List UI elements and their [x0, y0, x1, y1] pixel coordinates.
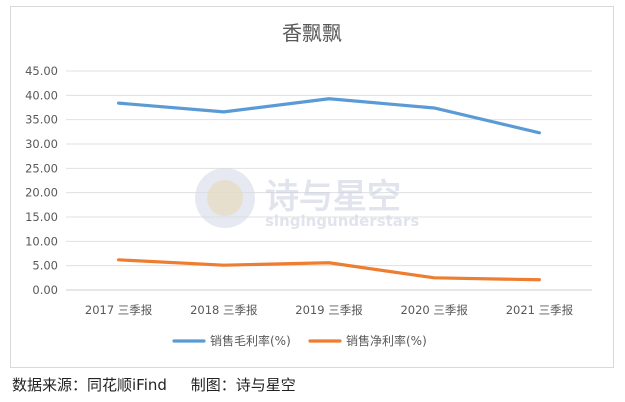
y-tick-label: 5.00 [32, 259, 58, 273]
x-tick-label: 2021 三季报 [506, 303, 574, 317]
series-line-1 [116, 97, 542, 135]
y-tick-label: 0.00 [32, 283, 58, 297]
x-tick-label: 2018 三季报 [190, 303, 258, 317]
watermark-text: 诗与星空 [265, 177, 401, 217]
y-tick-label: 25.00 [25, 161, 58, 175]
chart-title: 香飘飘 [282, 21, 342, 45]
y-tick-label: 40.00 [25, 88, 58, 102]
x-tick-label: 2020 三季报 [400, 303, 468, 317]
chart-frame [10, 6, 614, 368]
x-axis-ticks: 2017 三季报 2018 三季报 2019 三季报 2020 三季报 2021 三季报 [85, 303, 574, 317]
y-tick-label: 20.00 [25, 186, 58, 200]
series-line-2 [116, 258, 542, 282]
y-tick-label: 30.00 [25, 137, 58, 151]
author-note: 制图：诗与星空 [190, 376, 296, 394]
legend-label-1: 销售毛利率(%) [210, 333, 291, 348]
source-note: 数据来源：同花顺iFind [12, 376, 167, 394]
watermark-logo: 诗与星空 singingunderstars [195, 168, 419, 230]
x-tick-label: 2017 三季报 [85, 303, 153, 317]
legend: 销售毛利率(%) 销售净利率(%) [172, 333, 427, 348]
y-axis-ticks: 0.00 5.00 10.00 15.00 20.00 25.00 30.00 35.00 40… [25, 64, 58, 297]
footer: 数据来源：同花顺iFind 制图：诗与星空 [12, 374, 296, 395]
y-tick-label: 45.00 [25, 64, 58, 78]
grid-lines [66, 70, 592, 291]
x-tick-label: 2019 三季报 [295, 303, 363, 317]
y-tick-label: 15.00 [25, 210, 58, 224]
watermark-subtext: singingunderstars [265, 212, 419, 230]
y-tick-label: 35.00 [25, 113, 58, 127]
watermark-figure-icon [207, 180, 243, 216]
series-lines [116, 97, 542, 282]
y-tick-label: 10.00 [25, 234, 58, 248]
legend-label-2: 销售净利率(%) [346, 333, 427, 348]
